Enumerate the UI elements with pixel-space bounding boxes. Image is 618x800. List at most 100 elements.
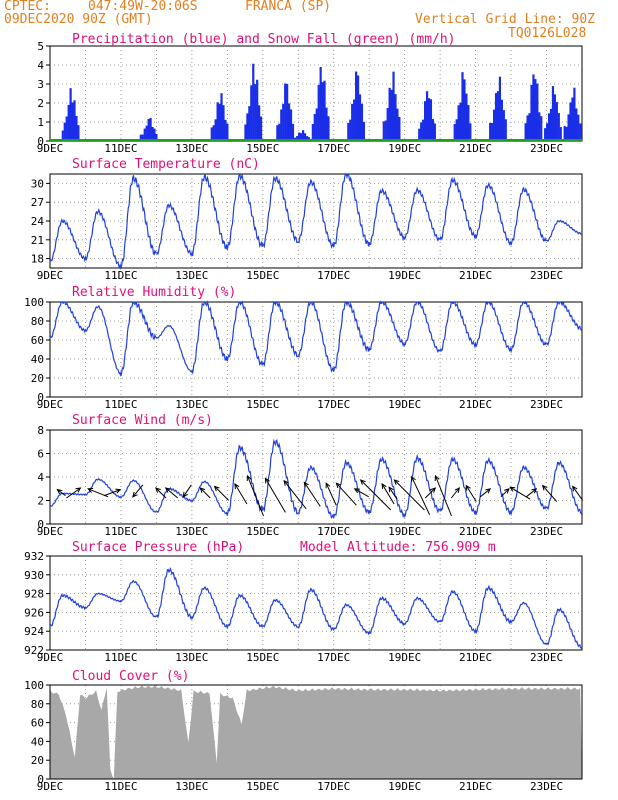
- header-source: CPTEC:: [4, 0, 51, 14]
- x-tick-label: 9DEC: [37, 269, 64, 282]
- wind-arrow-head: [411, 475, 416, 482]
- precipitation-bar: [145, 125, 148, 141]
- precipitation-bar: [284, 83, 287, 141]
- wind-arrow: [132, 484, 144, 498]
- precipitation-bar: [256, 79, 259, 141]
- wind-arrow-head: [155, 487, 161, 493]
- wind-arrow: [265, 478, 286, 513]
- y-tick-label: 3: [37, 78, 44, 91]
- x-tick-label: 17DEC: [317, 142, 350, 155]
- precipitation-bar: [65, 116, 68, 141]
- wind-arrow-head: [87, 488, 94, 493]
- wind-arrow-head: [430, 487, 437, 493]
- precipitation-bar: [75, 116, 78, 141]
- precipitation-bar: [358, 94, 362, 141]
- panel-title: Surface Pressure (hPa): [72, 540, 244, 555]
- precipitation-bar: [382, 121, 385, 141]
- x-tick-label: 19DEC: [388, 269, 421, 282]
- precipitation-bar: [323, 80, 326, 141]
- precipitation-bar: [431, 119, 434, 141]
- precipitation-bar: [494, 93, 498, 141]
- precipitation-bar: [534, 79, 537, 141]
- precipitation-bar: [555, 102, 558, 141]
- precipitation-bar: [311, 123, 314, 141]
- precipitation-bar: [553, 94, 557, 141]
- wind-arrow: [155, 487, 167, 499]
- precipitation-bar: [349, 119, 352, 141]
- precipitation-bar: [143, 128, 146, 141]
- wind-arrow-head: [509, 486, 516, 492]
- series-line: [49, 566, 583, 650]
- wind-arrow-head: [164, 487, 171, 493]
- wind-arrow-head: [115, 488, 122, 494]
- precipitation-bar: [291, 123, 295, 141]
- y-tick-label: 6: [37, 448, 44, 461]
- panel-title: Surface Wind (m/s): [72, 413, 213, 428]
- y-tick-label: 5: [37, 40, 44, 53]
- x-tick-label: 13DEC: [175, 269, 208, 282]
- x-tick-label: 9DEC: [37, 398, 64, 411]
- precipitation-bar: [557, 112, 560, 141]
- precipitation-bar: [429, 99, 433, 141]
- wind-arrow-head: [504, 487, 510, 494]
- y-tick-label: 1: [37, 116, 44, 129]
- x-tick-label: 13DEC: [175, 780, 208, 793]
- wind-arrow: [500, 488, 510, 498]
- x-tick-label: 23DEC: [530, 398, 563, 411]
- precipitation-bar: [559, 127, 562, 141]
- x-tick-label: 9DEC: [37, 651, 64, 664]
- precipitation-bar: [500, 99, 503, 141]
- cloud-cover-area: [50, 685, 582, 779]
- series-line: [49, 300, 583, 377]
- x-tick-label: 11DEC: [104, 142, 137, 155]
- wind-arrow: [234, 483, 248, 505]
- wind-arrow: [388, 486, 398, 500]
- x-tick-label: 19DEC: [388, 525, 421, 538]
- y-tick-label: 80: [31, 315, 44, 328]
- x-tick-label: 13DEC: [175, 525, 208, 538]
- y-tick-label: 4: [37, 59, 44, 72]
- precipitation-bar: [549, 108, 553, 141]
- precipitation-bar: [530, 84, 533, 141]
- wind-arrow: [411, 476, 431, 516]
- x-tick-label: 21DEC: [459, 651, 492, 664]
- precipitation-bar: [278, 123, 281, 141]
- panel-frame: [49, 301, 583, 398]
- wind-arrow-head: [213, 485, 220, 492]
- precipitation-bar: [455, 119, 458, 141]
- precipitation-bar: [214, 119, 217, 141]
- precipitation-bar: [210, 127, 213, 141]
- wind-arrow-head: [485, 488, 492, 494]
- wind-arrow-head: [388, 486, 394, 493]
- y-tick-label: 0: [37, 135, 44, 148]
- wind-arrow: [57, 489, 66, 497]
- precipitation-bar: [347, 122, 350, 141]
- precipitation-bar: [353, 99, 356, 141]
- y-tick-label: 2: [37, 495, 44, 508]
- x-tick-label: 13DEC: [175, 651, 208, 664]
- y-tick-label: 30: [31, 177, 44, 190]
- x-tick-label: 19DEC: [388, 398, 421, 411]
- x-tick-label: 15DEC: [246, 142, 279, 155]
- precipitation-bar: [303, 133, 307, 141]
- x-tick-label: 15DEC: [246, 780, 279, 793]
- y-tick-label: 0: [37, 773, 44, 786]
- y-tick-label: 40: [31, 735, 44, 748]
- x-tick-label: 19DEC: [388, 142, 421, 155]
- precipitation-bar: [540, 116, 543, 141]
- precipitation-bar: [248, 106, 251, 141]
- precipitation-bar: [453, 124, 456, 141]
- x-tick-label: 21DEC: [459, 780, 492, 793]
- precipitation-bar: [147, 118, 150, 141]
- precipitation-bar: [538, 112, 541, 141]
- y-tick-label: 924: [24, 625, 44, 638]
- precipitation-bar: [71, 102, 74, 141]
- header-coordinates: 047:49W-20:06S: [88, 0, 198, 14]
- y-tick-label: 60: [31, 334, 44, 347]
- precipitation-bar: [457, 105, 460, 141]
- precipitation-bar: [491, 122, 494, 141]
- y-tick-label: 20: [31, 372, 44, 385]
- precipitation-bar: [467, 105, 470, 141]
- precipitation-bar: [69, 88, 72, 141]
- precipitation-bar: [280, 109, 283, 141]
